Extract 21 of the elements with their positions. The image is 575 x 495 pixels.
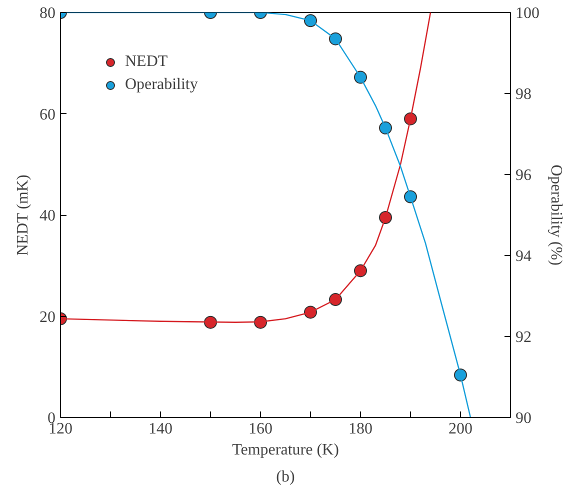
y2-tick-label: 96: [516, 167, 532, 184]
y-tick-label: 60: [40, 106, 56, 124]
y-axis-title: NEDT (mK): [14, 174, 32, 256]
y-tick-label: 80: [40, 5, 56, 22]
x-axis-title: Temperature (K): [232, 442, 339, 458]
y2-tick-label: 98: [516, 86, 532, 103]
legend-label: NEDT: [125, 53, 168, 71]
y2-tick-label: 100: [516, 5, 540, 22]
y-tick-label: 40: [40, 208, 56, 224]
y2-tick-label: 90: [516, 410, 532, 427]
x-tick-label: 200: [448, 420, 472, 438]
point: [204, 316, 217, 329]
x-tick-label: 160: [248, 420, 272, 438]
y2-tick-label: 94: [516, 248, 532, 265]
y-tick-label: 20: [40, 308, 56, 326]
y2-tick-label: 92: [516, 329, 532, 346]
legend-label: Operability: [125, 76, 198, 94]
x-tick-label: 180: [348, 420, 372, 438]
x-tick-label: 140: [148, 420, 172, 438]
y2-axis-title: Operability (%): [548, 164, 564, 266]
text: (b): [276, 468, 295, 486]
